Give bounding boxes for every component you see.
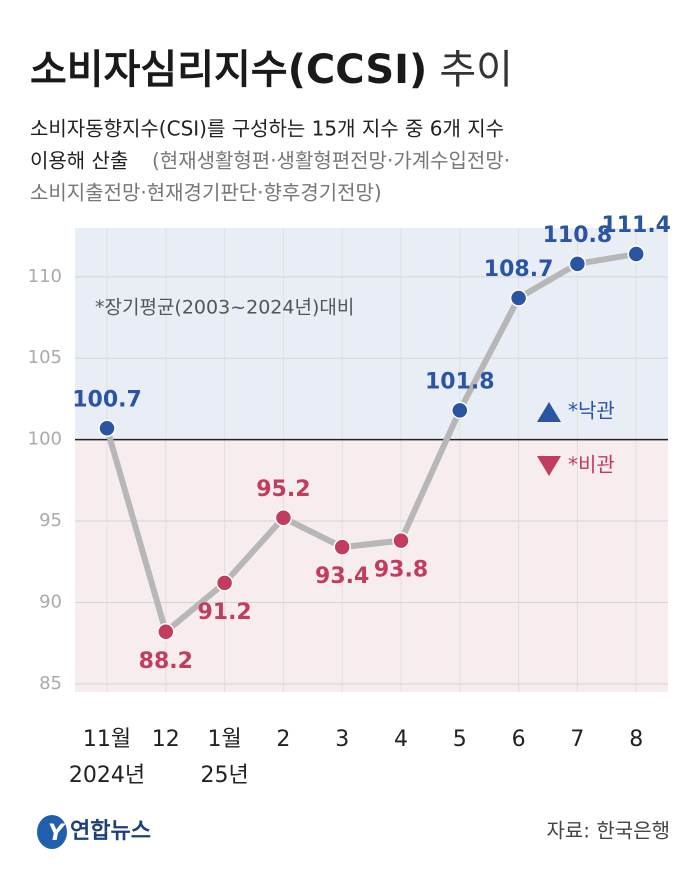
data-label: 100.7 <box>72 387 142 412</box>
logo-glyph: Y <box>48 821 66 846</box>
data-label: 88.2 <box>139 649 193 674</box>
x-tick-label: 3 <box>335 727 349 752</box>
legend-up-marker <box>537 402 561 422</box>
source: 자료: 한국은행 <box>547 819 671 843</box>
chart-title: 소비자심리지수(CCSI) <box>30 47 427 93</box>
x-tick-label: 11월 <box>83 727 131 752</box>
data-label: 108.7 <box>484 257 554 282</box>
x-tick-label: 1월 <box>207 727 241 752</box>
x-tick-label: 8 <box>629 727 643 752</box>
x-tick-label: 12 <box>152 727 180 752</box>
data-point <box>509 289 528 307</box>
data-label: 93.8 <box>374 558 428 583</box>
data-point <box>157 623 175 641</box>
data-line <box>104 251 637 635</box>
chart-title-suffix: 추이 <box>439 47 513 93</box>
data-point <box>627 245 645 263</box>
data-point <box>392 531 410 550</box>
data-point <box>274 509 293 527</box>
data-point <box>98 419 116 438</box>
x-tick-label: 5 <box>453 727 467 752</box>
y-tick-label: 105 <box>28 347 62 368</box>
x-tick-label: 7 <box>570 727 584 752</box>
x-tick-label: 4 <box>394 727 408 752</box>
logo-icon <box>37 815 67 849</box>
subtitle: 이용해 산출 <box>30 149 128 173</box>
data-label: 101.8 <box>425 369 495 394</box>
y-tick-label: 85 <box>39 673 62 694</box>
data-point <box>215 574 234 592</box>
data-point <box>451 401 469 420</box>
subtitle-note: (현재생활형편·생활형편전망·가계수입전망· <box>152 149 510 173</box>
y-tick-label: 100 <box>28 429 62 450</box>
y-tick-label: 110 <box>28 266 62 287</box>
subtitle: 소비자동향지수(CSI)를 구성하는 15개 지수 중 6개 지수 <box>30 117 504 141</box>
y-tick-label: 95 <box>39 510 62 531</box>
data-point <box>333 538 351 556</box>
x-tick-sublabel: 25년 <box>200 763 248 788</box>
subtitle-note: 소비지출전망·현재경기판단·향후경기전망) <box>30 181 382 205</box>
legend-label: *비관 <box>568 453 615 477</box>
legend-down-marker <box>537 456 561 476</box>
x-tick-label: 2 <box>276 727 290 752</box>
data-label: 93.4 <box>315 564 369 589</box>
x-tick-label: 6 <box>512 727 526 752</box>
legend-label: *낙관 <box>568 399 615 423</box>
data-label: 110.8 <box>543 223 613 248</box>
data-label: 91.2 <box>197 600 251 625</box>
data-label: 95.2 <box>256 477 310 502</box>
annotation: *장기평균(2003~2024년)대비 <box>95 297 354 319</box>
logo: Y 연합뉴스 <box>37 815 151 849</box>
x-tick-sublabel: 2024년 <box>69 763 145 788</box>
logo-text: 연합뉴스 <box>70 818 151 844</box>
pessimism-zone <box>75 439 668 692</box>
data-label: 111.4 <box>601 213 671 238</box>
y-tick-label: 90 <box>39 591 62 612</box>
data-point <box>568 255 587 273</box>
